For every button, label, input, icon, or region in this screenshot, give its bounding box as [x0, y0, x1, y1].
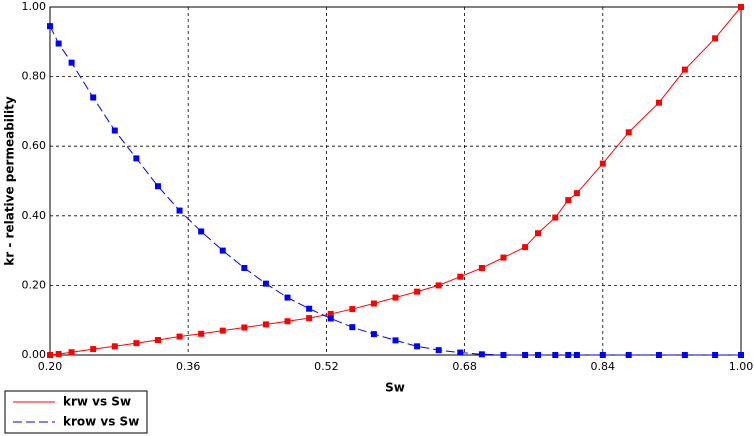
data-point — [176, 333, 183, 340]
x-tick-label: 0.52 — [314, 360, 339, 373]
data-point — [90, 94, 97, 101]
y-tick-label: 0.60 — [22, 139, 47, 152]
data-point — [68, 349, 75, 356]
data-point — [552, 352, 559, 358]
x-tick-label: 0.36 — [176, 360, 201, 373]
data-point — [306, 305, 313, 312]
data-point — [284, 318, 291, 325]
data-point — [133, 155, 140, 162]
data-point — [478, 265, 485, 271]
x-axis-label: Sw — [385, 381, 405, 395]
data-point — [565, 352, 572, 358]
data-point — [565, 197, 572, 204]
x-tick-label: 0.84 — [591, 360, 616, 373]
data-point — [68, 59, 75, 66]
data-point — [306, 315, 313, 322]
legend-box — [4, 390, 148, 434]
data-point — [522, 352, 529, 358]
x-tick-label: 0.20 — [38, 360, 63, 373]
data-point — [262, 280, 269, 287]
data-point — [478, 351, 485, 358]
data-point — [198, 228, 205, 235]
data-point — [712, 352, 719, 358]
data-point — [154, 183, 161, 190]
data-point — [457, 273, 464, 280]
data-point — [392, 294, 399, 301]
data-point — [55, 40, 62, 47]
data-point — [655, 352, 662, 358]
data-point — [219, 247, 226, 254]
y-tick-label: 1.00 — [22, 0, 47, 13]
data-point — [154, 337, 161, 344]
data-point — [738, 352, 744, 358]
data-point — [599, 352, 606, 358]
data-point — [625, 129, 632, 136]
data-point — [262, 321, 269, 328]
data-point — [500, 254, 507, 261]
data-point — [414, 288, 421, 295]
series-line — [49, 6, 742, 356]
data-point — [349, 306, 356, 313]
y-axis-label: kr - relative permeability — [3, 96, 17, 266]
x-tick-label: 1.00 — [729, 360, 754, 373]
data-point — [241, 324, 248, 331]
data-point — [414, 343, 421, 350]
y-tick-label: 0.80 — [22, 70, 47, 83]
x-tick-label: 0.68 — [452, 360, 477, 373]
data-point — [435, 282, 442, 289]
data-point — [552, 214, 559, 221]
y-tick-label: 0.00 — [22, 348, 47, 361]
data-point — [573, 190, 580, 197]
data-point — [176, 207, 183, 214]
data-point — [198, 330, 205, 337]
y-tick-label: 0.40 — [22, 209, 47, 222]
data-point — [738, 4, 744, 10]
data-point — [111, 343, 118, 350]
legend-label: krow vs Sw — [63, 415, 139, 429]
data-point — [47, 23, 53, 30]
data-point — [370, 331, 377, 338]
data-point — [370, 300, 377, 307]
data-point — [681, 66, 688, 73]
data-point — [625, 352, 632, 358]
data-point — [392, 337, 399, 344]
data-point — [599, 160, 606, 167]
data-point — [457, 349, 464, 356]
data-point — [349, 324, 356, 331]
data-point — [327, 315, 334, 322]
data-point — [327, 310, 334, 317]
series-line — [49, 25, 741, 356]
data-point — [500, 352, 507, 358]
data-point — [535, 230, 542, 237]
data-point — [435, 347, 442, 354]
data-point — [241, 265, 248, 271]
y-tick-label: 0.20 — [22, 278, 47, 291]
data-point — [522, 244, 529, 251]
data-point — [712, 35, 719, 42]
data-point — [111, 127, 118, 134]
data-point — [655, 99, 662, 106]
legend-label: krw vs Sw — [63, 395, 131, 409]
data-point — [133, 340, 140, 347]
data-point — [219, 327, 226, 334]
data-point — [90, 346, 97, 353]
data-point — [681, 352, 688, 358]
data-point — [284, 294, 291, 301]
data-point — [47, 352, 53, 358]
data-point — [55, 350, 62, 357]
data-point — [535, 352, 542, 358]
data-point — [573, 352, 580, 358]
